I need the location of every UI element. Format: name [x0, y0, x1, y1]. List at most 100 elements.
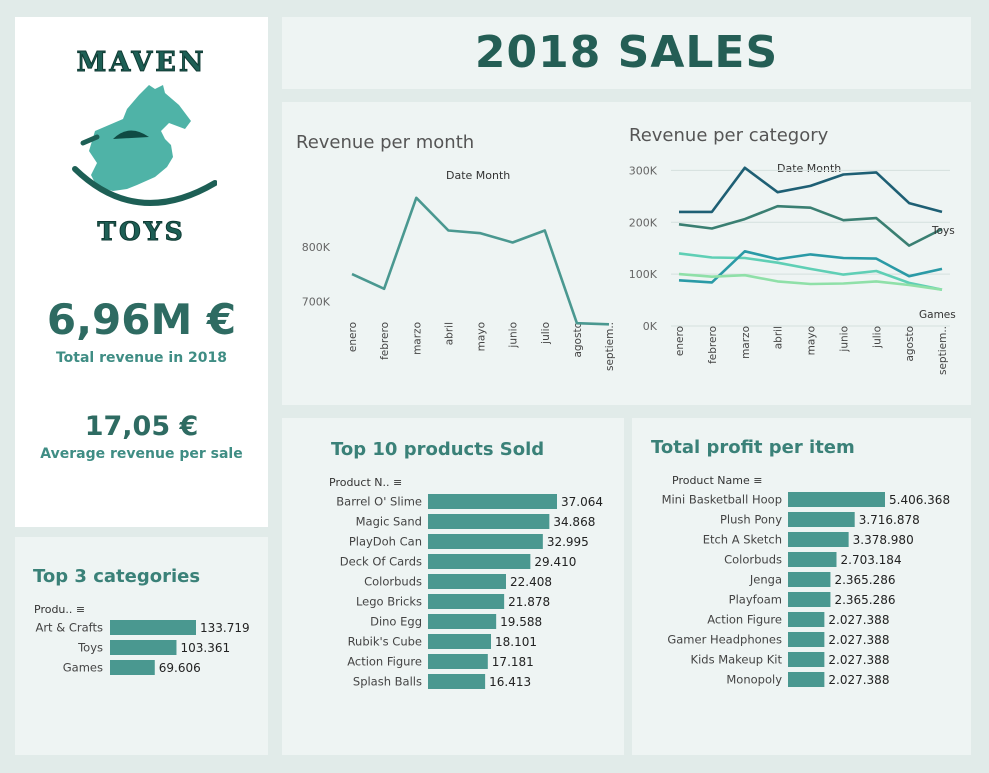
- profit-per-item-chart: Mini Basketball Hoop 5.406.368 Plush Pony 3…: [662, 492, 950, 687]
- data-label: 34.868: [553, 515, 595, 529]
- revenue-per-month-title: Revenue per month: [296, 132, 475, 153]
- category-label: Colorbuds: [364, 575, 422, 589]
- profit-per-item-axis-head[interactable]: Product Name ≡: [672, 474, 763, 487]
- top-products-chart: Barrel O' Slime 37.064 Magic Sand 34.868 Pla…: [336, 494, 603, 689]
- series-label: Toys: [931, 225, 955, 237]
- category-label: Magic Sand: [356, 515, 422, 529]
- top-categories-panel: Top 3 categories Produ.. ≡ Art & Crafts 1…: [15, 537, 268, 755]
- category-label: Art & Crafts: [35, 621, 103, 635]
- x-tick-label: marzo: [411, 322, 423, 355]
- category-label: Games: [63, 661, 103, 675]
- bar: [788, 492, 885, 507]
- data-label: 32.995: [547, 535, 589, 549]
- data-label: 17.181: [492, 655, 534, 669]
- category-label: Lego Bricks: [356, 595, 422, 609]
- category-label: Playfoam: [729, 593, 782, 607]
- total-revenue-label: Total revenue in 2018: [55, 350, 228, 366]
- sort-icon[interactable]: ≡: [753, 474, 763, 487]
- data-label: 2.027.388: [828, 633, 889, 647]
- bar: [428, 514, 550, 529]
- x-tick-label: agosto: [572, 322, 584, 358]
- x-tick-label: septiem..: [937, 326, 949, 375]
- series-line: [679, 166, 943, 214]
- top-products-title: Top 10 products Sold: [331, 439, 545, 460]
- category-label: Kids Makeup Kit: [691, 653, 783, 667]
- bar: [110, 660, 155, 675]
- bar: [788, 672, 825, 687]
- x-tick-label: marzo: [740, 326, 752, 359]
- bar: [428, 494, 557, 509]
- bar: [788, 652, 825, 667]
- x-tick-label: enero: [347, 322, 359, 352]
- x-tick-label: abril: [443, 322, 455, 345]
- data-label: 3.716.878: [859, 513, 920, 527]
- category-label: Colorbuds: [724, 553, 782, 567]
- x-tick-label: julio: [871, 326, 883, 349]
- data-label: 37.064: [561, 495, 603, 509]
- top-categories-axis-head[interactable]: Produ.. ≡: [34, 603, 86, 616]
- bar: [110, 620, 196, 635]
- bar: [428, 654, 488, 669]
- x-tick-label: febrero: [707, 326, 719, 364]
- data-label: 3.378.980: [853, 533, 914, 547]
- x-tick-label: mayo: [806, 326, 818, 355]
- profit-per-item-title: Total profit per item: [651, 437, 855, 458]
- top-products-panel: Top 10 products Sold Product N.. ≡ Barre…: [282, 418, 624, 755]
- total-revenue-value: 6,96M €: [46, 295, 237, 344]
- sort-icon[interactable]: ≡: [75, 603, 86, 616]
- top-products-axis-head[interactable]: Product N.. ≡: [329, 476, 403, 489]
- bar: [788, 552, 837, 567]
- revenue-per-category-chart: 0K 100K 200K 300K enero febrero marzo abril mayo…: [629, 164, 956, 375]
- x-tick-label: febrero: [379, 322, 391, 360]
- revenue-per-category-title: Revenue per category: [629, 125, 829, 146]
- series-label: Games: [919, 309, 956, 321]
- series-line: [678, 272, 943, 291]
- x-tick-label: enero: [674, 326, 686, 356]
- series-line: [678, 250, 943, 284]
- top-categories-title: Top 3 categories: [33, 566, 201, 587]
- y-tick-label: 300K: [629, 164, 658, 177]
- data-label: 18.101: [495, 635, 537, 649]
- data-label: 69.606: [159, 661, 201, 675]
- data-label: 22.408: [510, 575, 552, 589]
- category-label: Rubik's Cube: [348, 635, 422, 649]
- series-line: [351, 196, 610, 326]
- bar: [428, 574, 506, 589]
- avg-revenue-label: Average revenue per sale: [40, 446, 243, 462]
- title-panel: 2018 SALES: [282, 17, 971, 89]
- rocking-horse-logo: [72, 85, 217, 206]
- series-line: [678, 204, 943, 247]
- bar: [428, 554, 531, 569]
- category-label: Deck Of Cards: [340, 555, 422, 569]
- page-title: 2018 SALES: [474, 27, 779, 78]
- x-tick-label: junio: [838, 326, 850, 353]
- y-tick-label: 700K: [302, 295, 331, 308]
- x-tick-label: abril: [773, 326, 785, 349]
- data-label: 2.027.388: [828, 653, 889, 667]
- x-tick-label: junio: [508, 322, 520, 349]
- category-label: Toys: [77, 641, 103, 655]
- data-label: 2.365.286: [834, 593, 895, 607]
- y-tick-label: 100K: [629, 268, 658, 281]
- bar: [788, 512, 855, 527]
- category-label: Mini Basketball Hoop: [662, 493, 782, 507]
- bar: [788, 532, 849, 547]
- x-tick-label: septiem..: [604, 322, 616, 371]
- series-line: [678, 252, 943, 291]
- avg-revenue-value: 17,05 €: [84, 411, 199, 442]
- category-label: Etch A Sketch: [703, 533, 782, 547]
- kpi-panel: MAVEN TOYS 6,96M € Total revenue in 2018…: [15, 17, 268, 527]
- category-label: Action Figure: [707, 613, 782, 627]
- category-label: Gamer Headphones: [667, 633, 782, 647]
- logo-wordmark-bottom: TOYS: [97, 217, 186, 247]
- data-label: 2.703.184: [841, 553, 902, 567]
- bar: [788, 572, 831, 587]
- bar: [428, 594, 505, 609]
- top-categories-chart: Art & Crafts 133.719 Toys 103.361 Games 69.60…: [35, 620, 250, 675]
- sort-icon[interactable]: ≡: [392, 476, 403, 489]
- category-label: Jenga: [749, 573, 782, 587]
- category-label: Plush Pony: [720, 513, 782, 527]
- revenue-per-month-chart: 700K 800K enero febrero marzo abril mayo junio j…: [302, 196, 616, 371]
- data-label: 2.365.286: [834, 573, 895, 587]
- data-label: 2.027.388: [828, 613, 889, 627]
